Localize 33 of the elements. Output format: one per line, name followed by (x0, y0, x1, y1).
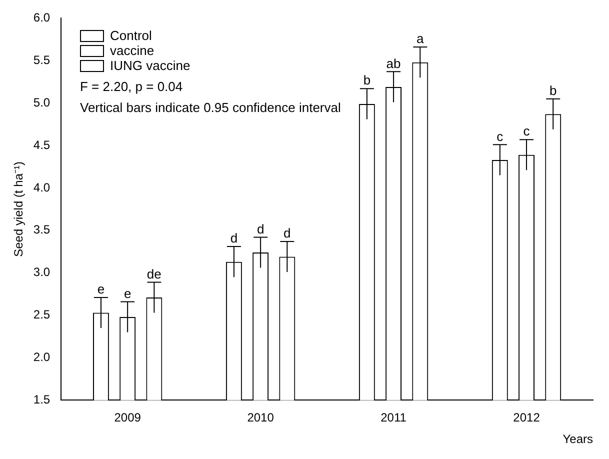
x-axis-title: Years (562, 432, 593, 446)
annotation: de (146, 266, 162, 282)
y-axis-title: Seed yield (t ha⁻¹) (12, 162, 26, 257)
legend-label: IUNG vaccine (110, 58, 190, 73)
annotation: c (523, 124, 530, 139)
annotation: d (284, 226, 291, 241)
x-tick-label: 2010 (247, 410, 274, 425)
y-tick-label: 2.0 (33, 350, 50, 364)
annotation: c (496, 128, 504, 144)
x-tick-label: 2012 (513, 410, 540, 425)
y-tick-label: 4.5 (33, 138, 50, 152)
x-tick-label: 2009 (114, 410, 142, 425)
annotation: b (363, 72, 371, 88)
annotation: F = 2.20, p = 0.04 (80, 79, 184, 94)
y-tick-label: 5.5 (33, 52, 50, 67)
annotation: d (230, 230, 238, 246)
annotation: d (256, 221, 264, 236)
annotation: e (124, 286, 132, 301)
annotation: b (549, 82, 557, 98)
y-tick-label: 6.0 (33, 10, 50, 25)
x-tick-label: 2011 (380, 410, 407, 425)
y-tick-label: 4.0 (33, 180, 50, 194)
annotation: Vertical bars indicate 0.95 confidence interval (80, 100, 341, 115)
y-tick-label: 3.0 (33, 265, 50, 280)
annotation: a (416, 31, 425, 46)
legend-label: vaccine (110, 43, 154, 58)
y-tick-label: 1.5 (33, 392, 50, 407)
y-tick-label: 2.5 (33, 308, 50, 322)
y-tick-label: 5.0 (33, 95, 50, 110)
annotation: e (97, 282, 105, 297)
legend-label: Control (110, 28, 152, 43)
y-tick-label: 3.5 (33, 222, 50, 237)
annotation: ab (386, 56, 401, 71)
